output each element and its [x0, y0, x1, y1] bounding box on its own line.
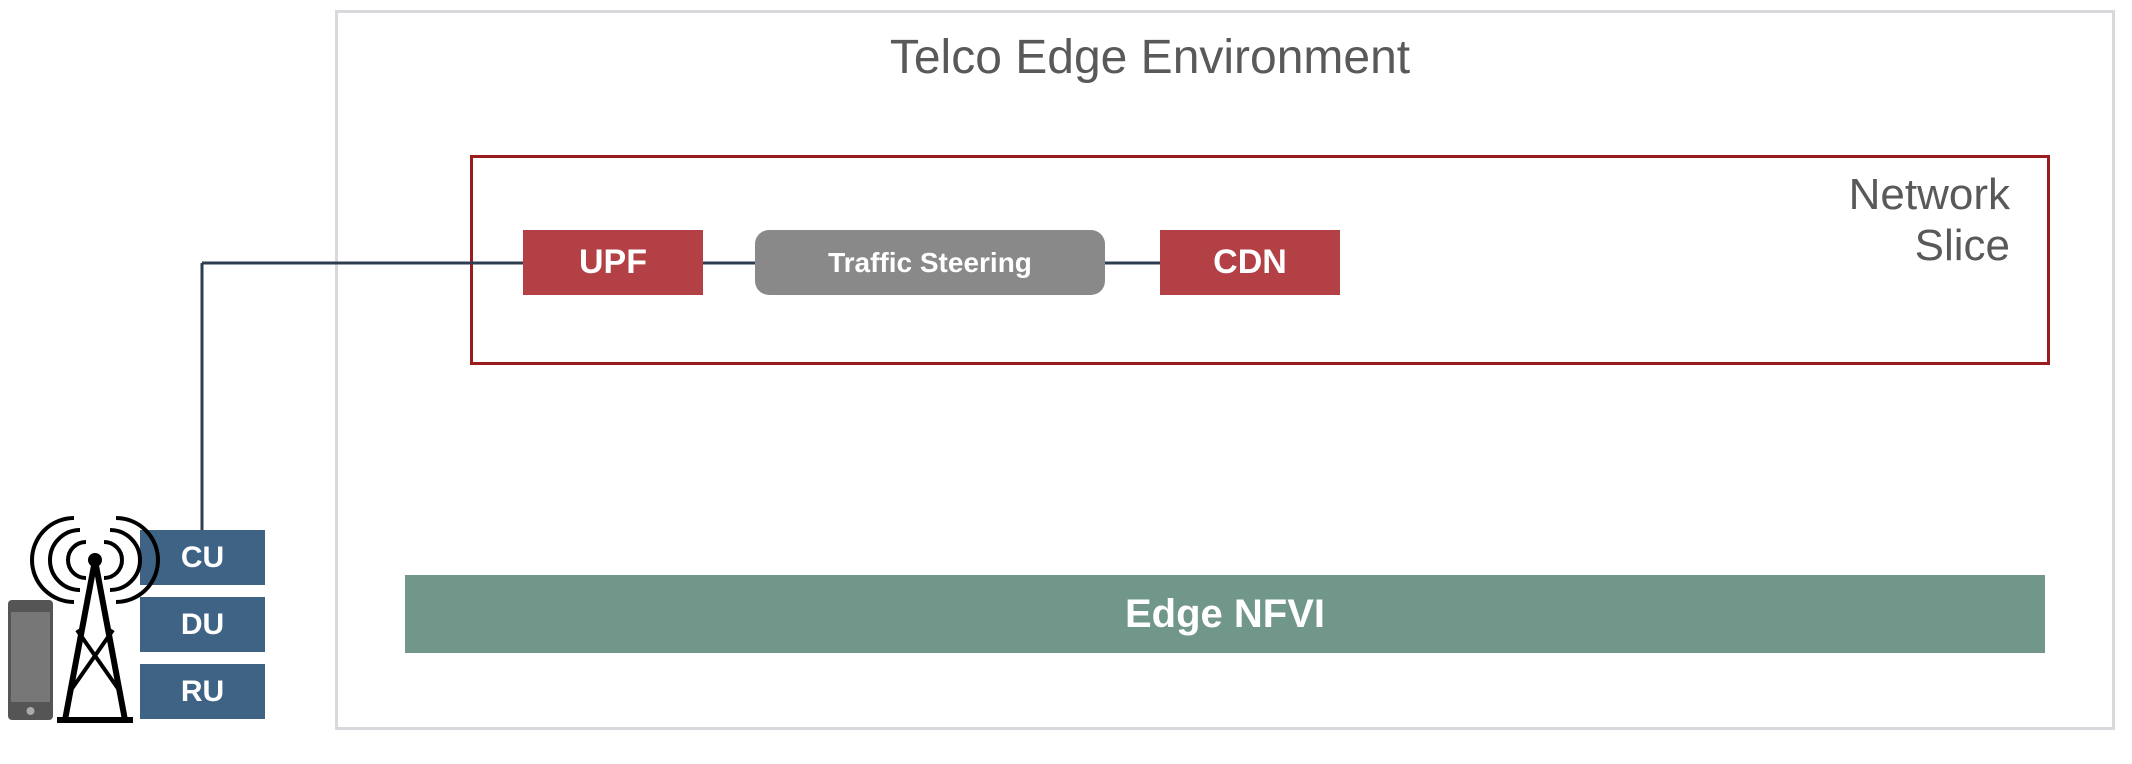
- cdn-block-label: CDN: [1213, 243, 1287, 282]
- network-slice-label-line2: Slice: [1849, 221, 2010, 272]
- diagram-canvas: Telco Edge Environment NetworkSlice UPF Tra…: [0, 0, 2132, 764]
- edge-nfvi-label: Edge NFVI: [1125, 592, 1325, 637]
- ran-stack-du-label: DU: [181, 608, 224, 642]
- ran-stack-ru: RU: [140, 664, 265, 719]
- ran-stack-cu-label: CU: [181, 541, 224, 575]
- cdn-block: CDN: [1160, 230, 1340, 295]
- network-slice-label: NetworkSlice: [1849, 170, 2010, 271]
- ran-stack-ru-label: RU: [181, 675, 224, 709]
- traffic-steering-block: Traffic Steering: [755, 230, 1105, 295]
- upf-block-label: UPF: [579, 243, 647, 282]
- upf-block: UPF: [523, 230, 703, 295]
- edge-nfvi-bar: Edge NFVI: [405, 575, 2045, 653]
- traffic-steering-block-label: Traffic Steering: [828, 247, 1032, 279]
- ran-stack-du: DU: [140, 597, 265, 652]
- telco-edge-environment-title: Telco Edge Environment: [800, 30, 1500, 85]
- ran-stack-cu: CU: [140, 530, 265, 585]
- network-slice-label-line1: Network: [1849, 170, 2010, 221]
